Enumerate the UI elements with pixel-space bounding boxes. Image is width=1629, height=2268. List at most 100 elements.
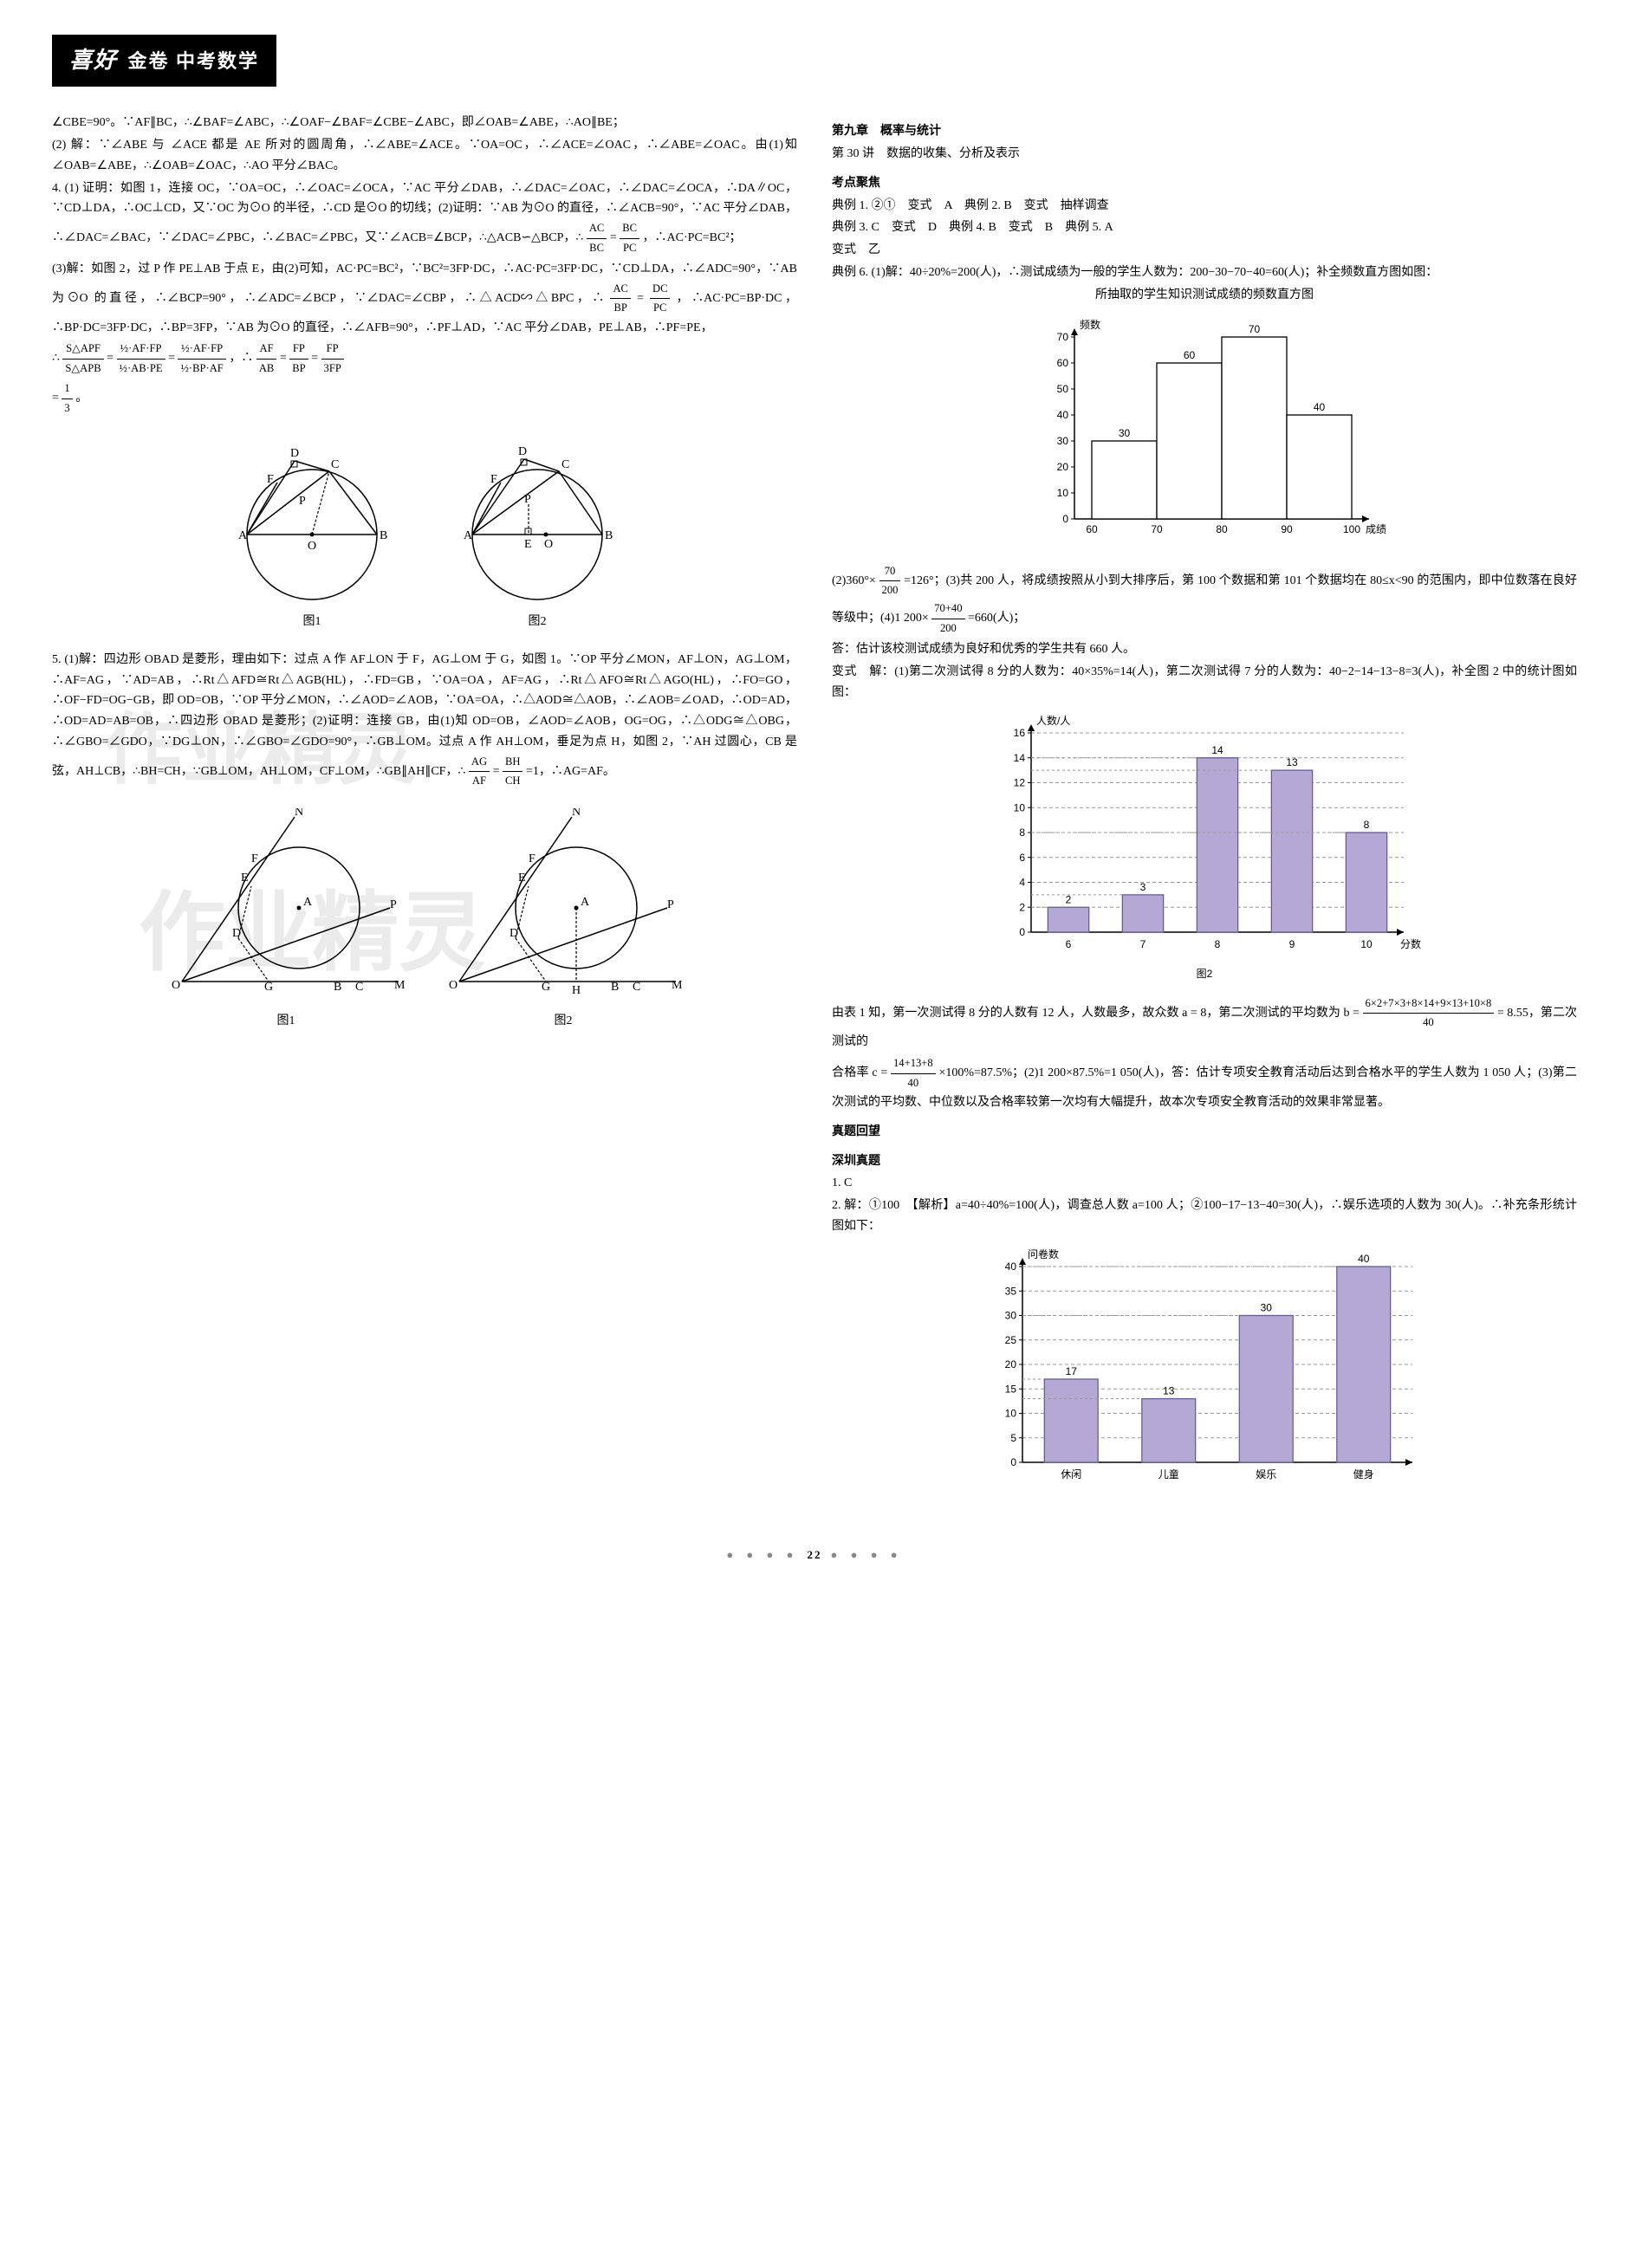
text-line: 典例 3. C 变式 D 典例 4. B 变式 B 典例 5. A [832,217,1577,238]
svg-text:3: 3 [1140,880,1146,892]
svg-text:N: N [295,808,303,819]
section-subheading: 深圳真题 [832,1151,1577,1172]
svg-text:分数/分: 分数/分 [1400,937,1421,950]
text-line: 典例 6. (1)解：40÷20%=200(人)，∴测试成绩为一般的学生人数为：… [832,262,1577,283]
text-line: 答：估计该校测试成绩为良好和优秀的学生共有 660 人。 [832,639,1577,660]
left-column: ∠CBE=90°。∵AF∥BC，∴∠BAF=∠ABC，∴∠OAF−∠BAF=∠C… [52,113,797,1511]
geom-circle-1-icon: A B C D F P O [217,435,407,608]
figure-3: O M N A D E F G B C P 图1 [165,808,407,1032]
svg-text:O: O [544,538,553,551]
fraction: FP3FP [321,340,344,378]
fraction: 6×2+7×3+8×14+9×13+10×840 [1363,995,1495,1033]
svg-text:15: 15 [1005,1383,1017,1395]
fraction: AFAB [256,340,277,378]
svg-text:70: 70 [1151,523,1163,535]
svg-text:8: 8 [1364,819,1370,831]
header-title: 中考数学 [176,50,259,72]
text-line: 变式 解：(1)第二次测试得 8 分的人数为：40×35%=14(人)，第二次测… [832,662,1577,703]
section-heading: 考点聚焦 [832,173,1577,194]
score-bar-chart: 02468101214162314138678910人数/人分数/分图2 [988,712,1421,981]
svg-text:B: B [380,529,387,542]
figure-1: A B C D F P O 图1 [217,435,407,632]
svg-text:40: 40 [1057,409,1069,421]
svg-text:35: 35 [1005,1285,1017,1297]
svg-text:6: 6 [1066,938,1072,950]
text-block: (2) 解：∵∠ABE 与 ∠ACE 都是 AE 所对的圆周角，∴∠ABE=∠A… [52,135,797,177]
svg-text:健身: 健身 [1353,1468,1374,1481]
svg-text:40: 40 [1005,1260,1017,1273]
svg-text:M: M [672,979,683,992]
svg-text:M: M [394,979,406,992]
svg-text:E: E [524,538,532,551]
section-heading: 真题回望 [832,1122,1577,1143]
svg-text:人数/人: 人数/人 [1036,714,1070,727]
svg-text:成绩(分): 成绩(分) [1366,523,1386,535]
svg-text:14: 14 [1211,743,1223,755]
svg-text:10: 10 [1005,1407,1017,1419]
svg-text:图2: 图2 [1197,968,1213,980]
fraction: AGAF [469,753,490,791]
svg-text:0: 0 [1019,926,1025,938]
frequency-histogram: 0102030405060703060704060708090100频数成绩(分… [1022,314,1386,548]
svg-text:A: A [238,529,248,542]
survey-bar-chart: 051015202530354017133040休闲儿童娱乐健身设施项目问卷数 [979,1246,1430,1497]
svg-text:B: B [605,529,613,542]
svg-text:7: 7 [1140,938,1146,950]
svg-text:D: D [232,927,241,940]
svg-text:10: 10 [1014,801,1026,813]
text-block: 5. (1)解：四边形 OBAD 是菱形，理由如下：过点 A 作 AF⊥ON 于… [52,650,797,791]
svg-text:C: C [633,981,640,994]
text-block: 合格率 c = 14+13+840 ×100%=87.5%；(2)1 200×8… [832,1054,1577,1113]
svg-text:13: 13 [1286,756,1298,768]
svg-text:H: H [572,984,581,997]
svg-text:100: 100 [1343,523,1360,535]
svg-text:70: 70 [1057,331,1069,343]
svg-text:A: A [581,896,590,909]
svg-text:10: 10 [1360,938,1373,950]
two-column-layout: ∠CBE=90°。∵AF∥BC，∴∠BAF=∠ABC，∴∠OAF−∠BAF=∠C… [52,113,1577,1511]
fraction: BHCH [503,753,523,791]
svg-text:20: 20 [1005,1358,1017,1371]
svg-text:0: 0 [1062,513,1068,525]
fraction: ½·AF·FP½·AB·PE [117,340,165,378]
svg-text:40: 40 [1358,1253,1370,1265]
svg-text:9: 9 [1289,938,1295,950]
fraction: BCPC [620,219,639,257]
right-column: 第九章 概率与统计 第 30 讲 数据的收集、分析及表示 考点聚焦 典例 1. … [832,113,1577,1511]
svg-text:40: 40 [1314,401,1326,413]
svg-text:90: 90 [1281,523,1293,535]
geom-circle-4-icon: O M N A D E F G H B C P [442,808,685,1008]
text-line: 典例 1. ②① 变式 A 典例 2. B 变式 抽样调查 [832,196,1577,217]
text-block: 4. (1) 证明：如图 1，连接 OC，∵OA=OC，∴∠OAC=∠OCA，∵… [52,178,797,257]
text-line: 变式 乙 [832,240,1577,261]
svg-text:G: G [542,981,550,994]
svg-text:30: 30 [1057,435,1069,447]
fraction: 14+13+840 [891,1054,936,1092]
svg-text:娱乐: 娱乐 [1256,1468,1276,1481]
svg-text:14: 14 [1014,751,1026,763]
text-block: ∠CBE=90°。∵AF∥BC，∴∠BAF=∠ABC，∴∠OAF−∠BAF=∠C… [52,113,797,133]
svg-text:30: 30 [1119,427,1131,439]
figure-label: 图1 [165,1011,407,1032]
svg-text:F: F [490,473,497,486]
svg-text:4: 4 [1019,876,1025,888]
svg-text:13: 13 [1163,1384,1175,1396]
svg-text:E: E [518,872,526,885]
svg-text:0: 0 [1010,1456,1016,1468]
svg-text:P: P [299,495,306,508]
chapter-title: 第九章 概率与统计 [832,121,1577,142]
figure-label: 图2 [442,1011,685,1032]
text-line: 2. 解：①100 【解析】a=40÷40%=100(人)，调查总人数 a=10… [832,1196,1577,1237]
svg-text:8: 8 [1019,826,1025,839]
svg-text:80: 80 [1216,523,1228,535]
svg-text:G: G [264,981,273,994]
fraction: FPBP [289,340,308,378]
geom-circle-3-icon: O M N A D E F G B C P [165,808,407,1008]
svg-text:F: F [251,852,258,865]
svg-text:12: 12 [1014,776,1026,788]
svg-text:D: D [509,927,518,940]
svg-text:F: F [529,852,535,865]
page-footer: ● ● ● ●22● ● ● ● [52,1545,1577,1565]
svg-text:P: P [667,898,674,911]
fraction: S△APFS△APB [62,340,103,378]
